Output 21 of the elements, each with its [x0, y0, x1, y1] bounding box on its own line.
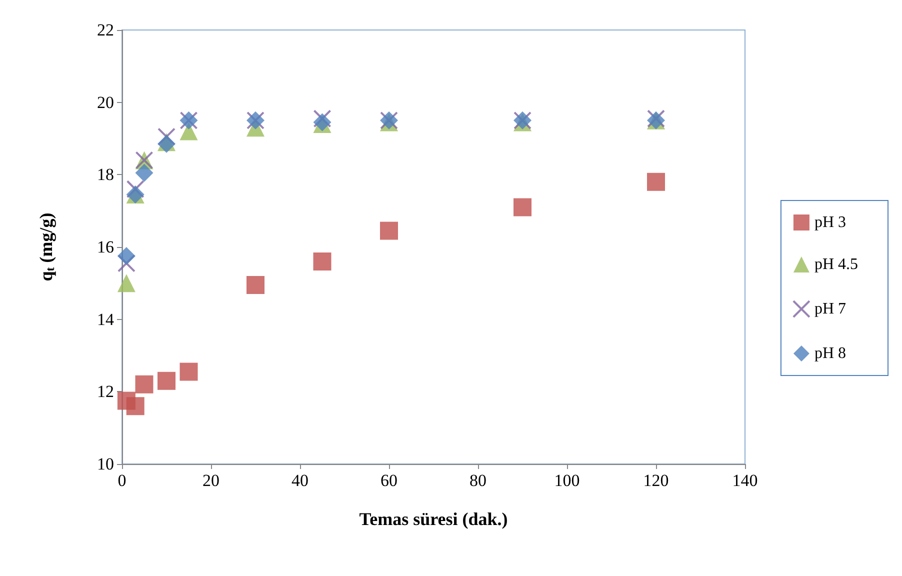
legend-label: pH 7 — [814, 300, 846, 318]
x-tick-label: 60 — [380, 471, 398, 490]
y-tick-label: 16 — [97, 238, 114, 256]
y-axis-title: qt (mg/g) — [36, 212, 57, 282]
y-tick-label: 22 — [97, 20, 114, 40]
legend-label: pH 3 — [814, 214, 846, 231]
y-tick-label: 12 — [97, 382, 114, 402]
y-tick-label: 18 — [97, 165, 114, 184]
legend-label: pH 8 — [814, 345, 846, 362]
y-tick-label: 10 — [97, 454, 114, 474]
y-tick-label: 20 — [97, 92, 114, 112]
x-tick-label: 120 — [643, 471, 669, 490]
x-tick-label: 20 — [202, 471, 220, 490]
x-axis-title: Temas süresi (dak.) — [359, 509, 508, 529]
x-tick-label: 0 — [118, 471, 126, 490]
x-tick-label: 100 — [554, 471, 580, 490]
x-tick-label: 40 — [292, 471, 308, 490]
x-tick-label: 80 — [470, 471, 486, 490]
y-tick-label: 14 — [97, 310, 114, 329]
x-tick-label: 140 — [732, 471, 758, 490]
legend-label: pH 4.5 — [814, 256, 858, 273]
